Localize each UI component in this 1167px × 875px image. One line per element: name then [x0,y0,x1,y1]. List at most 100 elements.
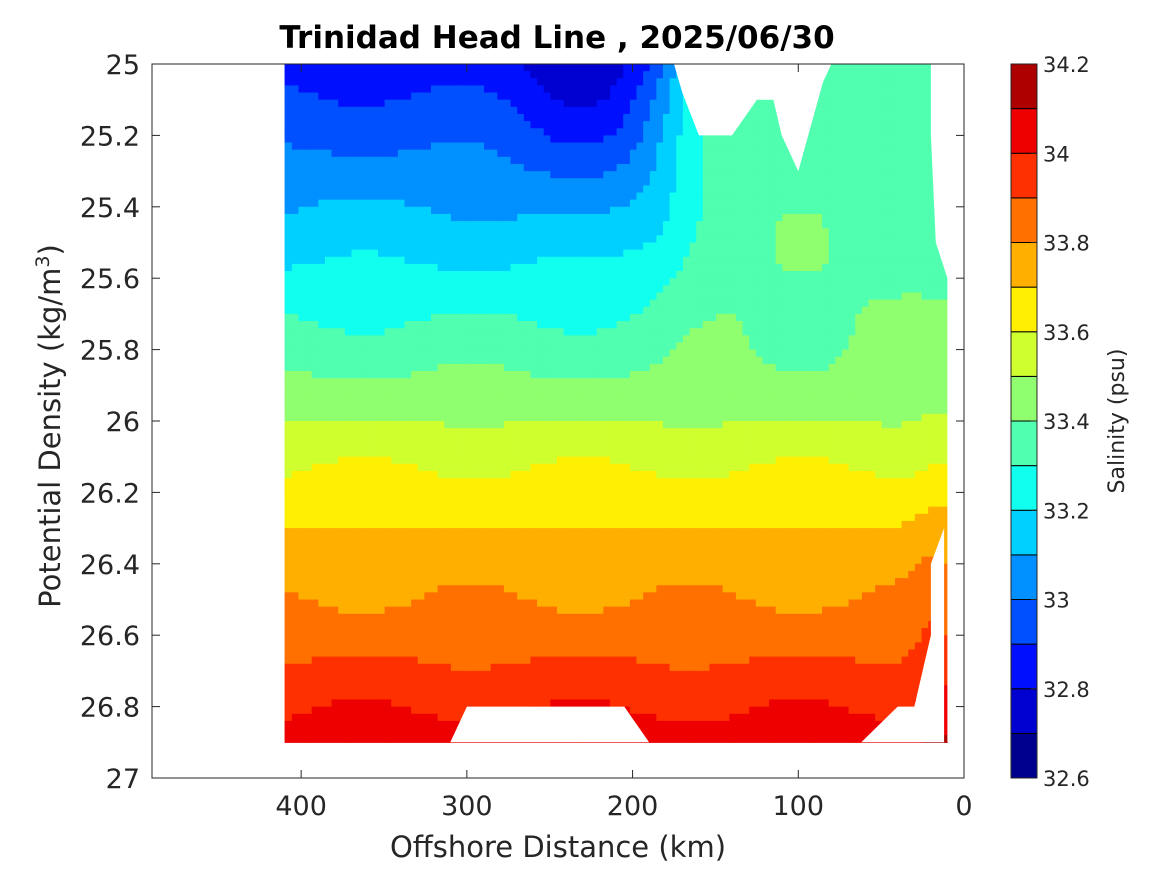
contour-cell [814,378,823,386]
contour-cell [920,492,929,501]
contour-cell [741,506,750,515]
contour-cell [616,178,624,186]
contour-cell [642,149,650,158]
contour-cell [622,135,630,144]
contour-cell [788,563,796,572]
contour-cell [675,121,683,129]
contour-cell [728,449,736,458]
contour-cell [821,685,829,693]
contour-cell [881,292,889,301]
contour-cell [801,271,809,279]
contour-cell [722,171,730,179]
contour-cell [934,335,942,344]
contour-cell [669,463,677,472]
contour-cell [861,299,869,308]
contour-cell [814,720,823,729]
contour-cell [781,356,789,365]
contour-cell [655,106,663,115]
contour-cell [722,642,730,651]
contour-cell [748,720,756,729]
contour-cell [741,478,750,486]
contour-cell [695,678,703,686]
contour-cell [768,213,776,222]
contour-cell [808,592,816,601]
contour-cell [708,635,717,643]
contour-cell [781,328,789,336]
contour-cell [788,321,796,329]
contour-cell [801,235,809,244]
contour-cell [775,185,783,194]
contour-cell [616,206,624,215]
contour-cell [649,649,657,658]
contour-cell [914,342,922,351]
contour-cell [669,213,677,222]
contour-cell [887,335,895,344]
contour-cell [867,235,876,244]
contour-cell [708,413,717,422]
contour-cell [616,513,624,522]
contour-cell [708,299,717,308]
contour-cell [675,713,683,722]
contour-cell [907,399,915,408]
contour-cell [609,335,617,344]
contour-cell [629,421,637,429]
contour-cell [874,392,882,401]
contour-cell [814,356,823,365]
contour-cell [834,156,842,165]
contour-cell [874,321,882,329]
contour-cell [616,385,624,394]
contour-cell [708,228,717,236]
contour-cell [861,64,869,72]
contour-cell [722,242,730,251]
contour-cell [768,513,776,522]
contour-cell [649,642,657,651]
contour-cell [735,542,743,551]
contour-cell [748,578,756,586]
contour-cell [669,135,677,144]
contour-cell [874,421,882,429]
contour-cell [808,663,816,672]
contour-cell [728,371,736,379]
contour-cell [662,542,670,551]
contour-cell [755,678,763,686]
contour-cell [881,620,889,629]
contour-cell [609,192,617,201]
contour-cell [662,570,670,579]
contour-cell [907,649,915,658]
contour-cell [794,228,803,236]
contour-cell [834,470,842,479]
contour-cell [768,363,776,372]
contour-cell [622,506,630,515]
contour-cell [629,171,637,179]
contour-cell [801,163,809,172]
contour-cell [695,456,703,465]
contour-cell [642,442,650,451]
contour-cell [874,113,882,122]
contour-cell [887,92,895,101]
contour-cell [887,385,895,394]
contour-cell [874,313,882,322]
contour-cell [609,542,617,551]
contour-cell [887,485,895,493]
contour-cell [848,685,856,693]
contour-cell [927,470,935,479]
contour-cell [901,278,909,286]
contour-cell [616,613,624,622]
contour-cell [940,342,949,351]
contour-cell [940,356,949,365]
contour-cell [927,363,935,372]
contour-cell [702,199,710,208]
contour-cell [735,163,743,172]
contour-cell [920,92,929,101]
contour-cell [755,278,763,286]
contour-cell [609,620,617,629]
contour-cell [887,556,895,565]
contour-cell [688,485,697,493]
contour-cell [794,706,803,715]
contour-cell [662,728,670,736]
contour-cell [861,392,869,401]
contour-cell [695,599,703,608]
contour-cell [708,335,717,344]
contour-cell [609,328,617,336]
contour-cell [669,92,677,101]
